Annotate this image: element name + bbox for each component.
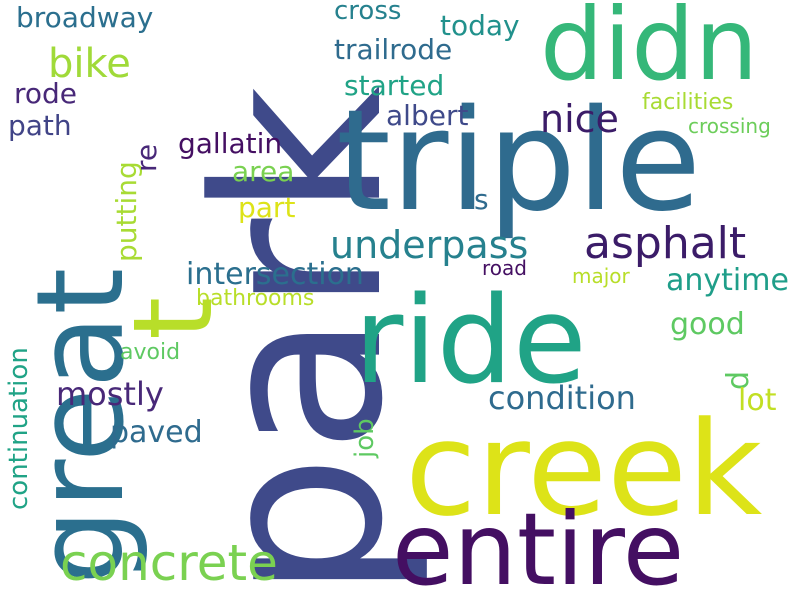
word-putting: putting [110, 161, 143, 262]
word-entire: entire [392, 491, 685, 600]
word-re: re [130, 143, 163, 172]
word-broadway: broadway [16, 1, 154, 34]
word-started: started [344, 69, 445, 102]
word-asphalt: asphalt [584, 218, 747, 269]
word-area: area [232, 155, 295, 188]
word-albert: albert [386, 99, 469, 132]
word-today: today [440, 9, 520, 42]
word-didn: didn [540, 0, 759, 103]
word-lot: lot [738, 383, 777, 418]
word-trailrode: trailrode [334, 33, 453, 66]
word-cross: cross [334, 0, 402, 26]
word-condition: condition [488, 379, 636, 417]
word-gallatin: gallatin [178, 127, 283, 160]
word-crossing: crossing [688, 114, 771, 138]
word-underpass: underpass [330, 223, 529, 267]
word-continuation: continuation [4, 347, 34, 510]
word-path: path [8, 109, 72, 142]
word-nice: nice [540, 97, 619, 141]
word-triple: triple [336, 80, 702, 243]
word-facilities: facilities [642, 90, 734, 115]
word-bike: bike [48, 41, 131, 87]
word-mostly: mostly [56, 375, 164, 413]
word-s: s [474, 183, 489, 216]
word-major: major [572, 264, 630, 288]
word-road: road [482, 256, 527, 280]
word-creek: creek [405, 393, 763, 545]
word-bathrooms: bathrooms [196, 286, 315, 311]
word-paved: paved [110, 415, 203, 450]
word-avoid: avoid [120, 340, 181, 365]
word-good: good [670, 307, 745, 342]
word-ride: ride [354, 272, 587, 411]
word-part: part [238, 191, 296, 224]
word-concrete: concrete [60, 534, 278, 592]
word-job: job [350, 418, 380, 458]
word-anytime: anytime [666, 263, 789, 298]
word-rode: rode [14, 77, 78, 110]
word-intersection: intersection [186, 257, 364, 292]
